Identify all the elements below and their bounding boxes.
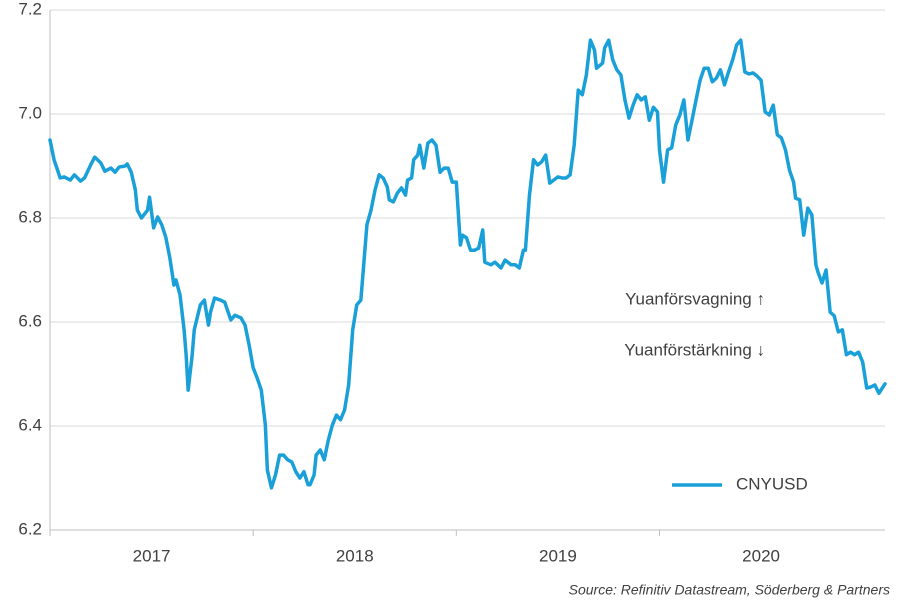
annotation: Yuanförstärkning ↓ — [624, 340, 765, 359]
legend-label: CNYUSD — [736, 474, 808, 493]
y-tick-label: 6.8 — [18, 207, 42, 226]
y-tick-label: 6.2 — [18, 519, 42, 538]
y-tick-label: 6.4 — [18, 415, 42, 434]
annotation: Yuanförsvagning ↑ — [625, 289, 765, 308]
y-tick-label: 7.0 — [18, 103, 42, 122]
x-tick-label: 2019 — [539, 546, 577, 565]
x-tick-label: 2020 — [742, 546, 780, 565]
source-note: Source: Refinitiv Datastream, Söderberg … — [569, 582, 890, 598]
y-tick-label: 6.6 — [18, 311, 42, 330]
x-tick-label: 2018 — [336, 546, 374, 565]
data-line — [48, 38, 887, 490]
y-tick-label: 7.2 — [18, 0, 42, 18]
x-tick-label: 2017 — [133, 546, 171, 565]
